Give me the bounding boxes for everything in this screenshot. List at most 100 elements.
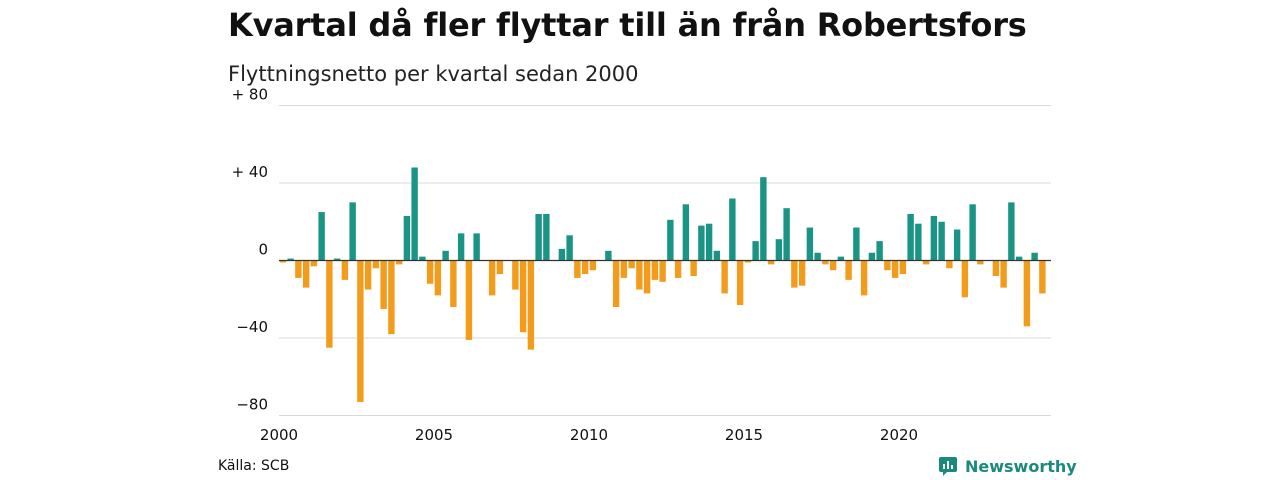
bar	[302, 260, 310, 288]
bar	[426, 260, 434, 284]
bar	[620, 260, 628, 278]
chart-subtitle: Flyttningsnetto per kvartal sedan 2000	[228, 62, 639, 86]
y-tick-label: + 80	[232, 86, 268, 104]
bar	[628, 260, 635, 269]
y-tick-label: + 40	[232, 163, 268, 181]
x-tick-label: 2010	[570, 426, 608, 444]
bar	[543, 214, 550, 261]
bar	[605, 250, 612, 261]
bar	[806, 227, 814, 261]
bar	[767, 260, 775, 265]
bar	[884, 260, 891, 271]
bar	[698, 225, 705, 261]
bar	[736, 260, 744, 306]
bar	[938, 221, 945, 261]
bar	[659, 260, 666, 282]
bar	[287, 258, 294, 261]
bar	[434, 260, 442, 296]
bar	[829, 260, 837, 271]
bar	[473, 233, 480, 261]
bar	[752, 241, 759, 261]
bar	[326, 260, 333, 348]
bar	[876, 241, 883, 261]
bar	[1039, 260, 1046, 294]
bar	[651, 260, 659, 280]
bar	[636, 260, 643, 290]
source-note: Källa: SCB	[218, 458, 290, 474]
bar	[450, 260, 457, 307]
bar	[899, 260, 907, 275]
y-axis-labels: + 80 + 40 0 −40 −80	[232, 86, 268, 414]
bar	[1008, 202, 1015, 261]
bar	[775, 239, 783, 261]
bar	[357, 260, 364, 402]
x-axis-labels: 2000 2005 2010 2015 2020	[260, 426, 918, 444]
bar	[279, 260, 287, 263]
bar	[643, 260, 651, 294]
bar	[465, 260, 473, 340]
bar	[1000, 260, 1007, 288]
bar	[915, 223, 922, 261]
bar	[667, 219, 674, 261]
bar	[442, 250, 449, 261]
grid-lines	[279, 105, 1051, 416]
bar	[930, 215, 938, 261]
bar	[574, 260, 581, 278]
bar	[860, 260, 868, 296]
y-tick-label: −40	[236, 318, 268, 336]
bar	[1031, 252, 1038, 261]
bar	[891, 260, 899, 278]
bar	[845, 260, 852, 280]
x-tick-label: 2020	[880, 426, 918, 444]
bar	[341, 260, 349, 280]
bar	[822, 260, 829, 265]
y-tick-label: 0	[258, 241, 268, 259]
bar	[612, 260, 620, 307]
bar	[589, 260, 597, 271]
bar	[512, 260, 519, 290]
x-tick-label: 2000	[260, 426, 298, 444]
bar	[907, 214, 914, 261]
bar	[395, 260, 403, 265]
bar	[519, 260, 527, 333]
bar	[674, 260, 682, 278]
bar	[411, 167, 418, 261]
bar	[581, 260, 589, 275]
bar	[380, 260, 387, 309]
newsworthy-logo-icon	[939, 457, 957, 476]
bar	[922, 260, 930, 265]
bar	[705, 223, 713, 261]
y-tick-label: −80	[236, 396, 268, 414]
bar	[992, 260, 1000, 276]
bar	[798, 260, 806, 286]
bar	[558, 248, 566, 261]
bar	[783, 208, 790, 261]
bars	[279, 167, 1046, 402]
bar	[457, 233, 465, 261]
bar	[853, 227, 860, 261]
bar	[953, 229, 961, 261]
bar	[1023, 260, 1031, 327]
bar	[868, 252, 876, 261]
bar	[318, 212, 325, 261]
bar	[713, 250, 721, 261]
bar	[1015, 256, 1023, 261]
chart-title: Kvartal då fler flyttar till än från Rob…	[228, 6, 1027, 44]
bar	[682, 204, 690, 261]
bar	[388, 260, 395, 335]
bar	[690, 260, 697, 276]
bar	[535, 214, 542, 261]
bar	[403, 215, 411, 261]
bar	[946, 260, 953, 269]
bar	[488, 260, 496, 296]
bar	[721, 260, 728, 294]
bar	[977, 260, 984, 265]
bar	[729, 198, 736, 261]
brand-name: Newsworthy	[965, 456, 1077, 476]
bar	[791, 260, 798, 288]
bar	[961, 260, 969, 298]
bar	[760, 177, 767, 261]
bar	[837, 256, 845, 261]
bar	[814, 252, 821, 261]
